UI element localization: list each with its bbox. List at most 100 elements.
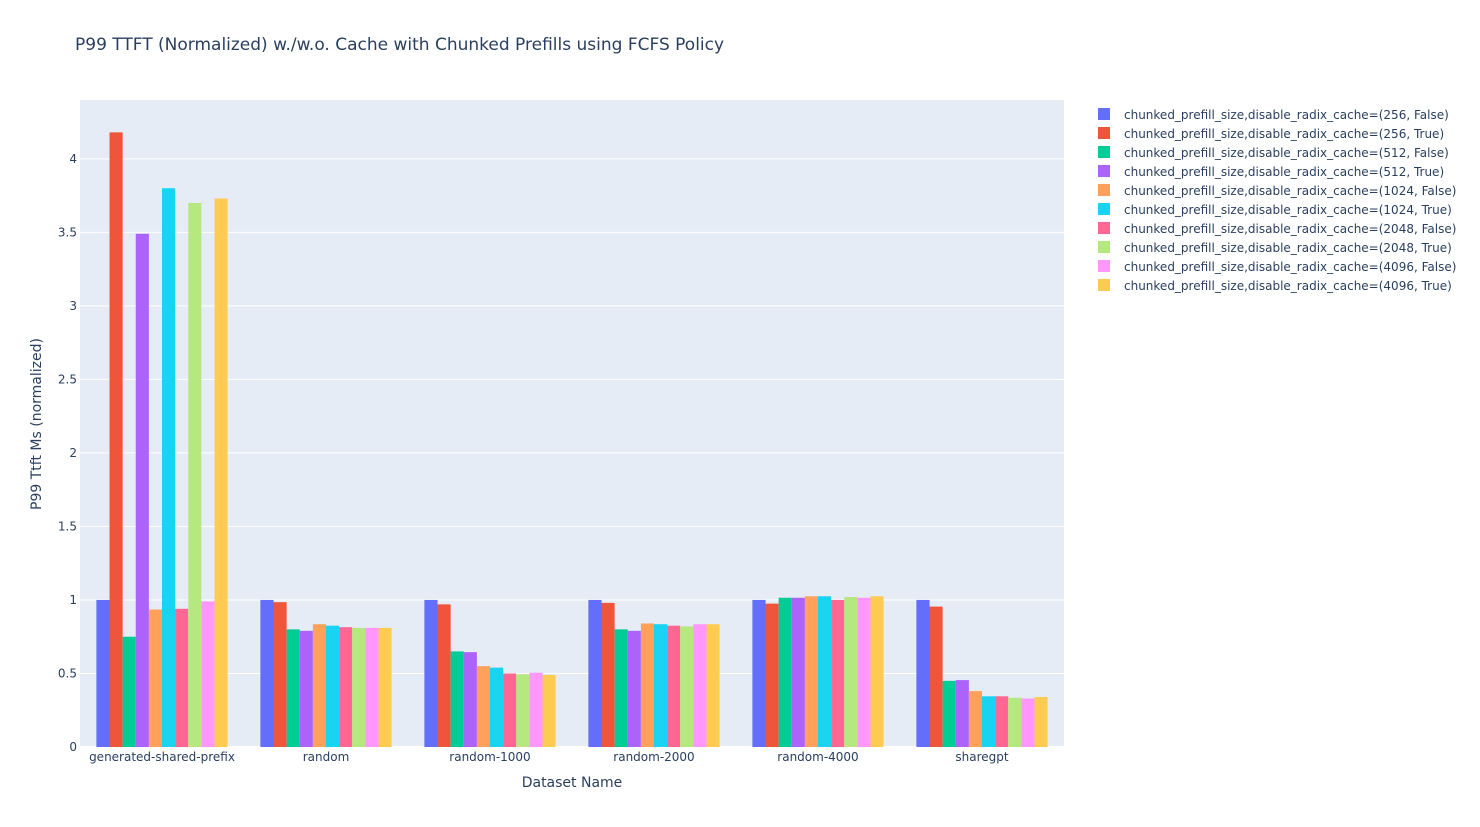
bar[interactable] xyxy=(542,674,556,747)
bar[interactable] xyxy=(503,673,517,747)
bar[interactable] xyxy=(968,691,982,747)
bar[interactable] xyxy=(312,624,326,747)
bars-group xyxy=(96,132,1048,748)
legend-swatch xyxy=(1098,165,1110,177)
bar[interactable] xyxy=(870,596,884,747)
x-axis-ticks: generated-shared-prefix random random-1000… xyxy=(89,750,1009,764)
legend-swatch xyxy=(1098,241,1110,253)
legend-item[interactable]: chunked_prefill_size,disable_radix_cache… xyxy=(1098,260,1456,274)
legend-label: chunked_prefill_size,disable_radix_cache… xyxy=(1124,165,1444,179)
bar[interactable] xyxy=(122,636,136,747)
x-tick-label: random xyxy=(303,750,350,764)
legend-label: chunked_prefill_size,disable_radix_cache… xyxy=(1124,222,1456,236)
bar[interactable] xyxy=(588,599,602,747)
bar[interactable] xyxy=(982,696,996,747)
legend[interactable]: chunked_prefill_size,disable_radix_cache… xyxy=(1098,108,1456,293)
legend-item[interactable]: chunked_prefill_size,disable_radix_cache… xyxy=(1098,108,1449,122)
bar[interactable] xyxy=(916,599,930,747)
legend-item[interactable]: chunked_prefill_size,disable_radix_cache… xyxy=(1098,165,1444,179)
bar[interactable] xyxy=(378,627,392,747)
bar[interactable] xyxy=(339,627,353,747)
bar[interactable] xyxy=(706,624,720,747)
legend-item[interactable]: chunked_prefill_size,disable_radix_cache… xyxy=(1098,241,1452,255)
bar[interactable] xyxy=(326,625,340,747)
bar[interactable] xyxy=(175,608,189,747)
legend-item[interactable]: chunked_prefill_size,disable_radix_cache… xyxy=(1098,184,1456,198)
legend-item[interactable]: chunked_prefill_size,disable_radix_cache… xyxy=(1098,203,1452,217)
bar[interactable] xyxy=(352,627,366,747)
bar[interactable] xyxy=(765,603,779,747)
bar[interactable] xyxy=(490,667,504,747)
bar[interactable] xyxy=(667,625,681,747)
legend-swatch xyxy=(1098,203,1110,215)
bar[interactable] xyxy=(831,599,845,747)
y-tick-label: 2 xyxy=(69,446,77,460)
y-tick-label: 4 xyxy=(69,152,77,166)
bar[interactable] xyxy=(135,233,149,747)
bar[interactable] xyxy=(818,596,832,747)
legend-item[interactable]: chunked_prefill_size,disable_radix_cache… xyxy=(1098,127,1444,141)
bar[interactable] xyxy=(614,629,628,747)
bar[interactable] xyxy=(365,627,379,747)
y-tick-label: 3 xyxy=(69,299,77,313)
legend-label: chunked_prefill_size,disable_radix_cache… xyxy=(1124,184,1456,198)
legend-item[interactable]: chunked_prefill_size,disable_radix_cache… xyxy=(1098,146,1449,160)
bar[interactable] xyxy=(995,696,1009,747)
bar[interactable] xyxy=(752,599,766,747)
bar[interactable] xyxy=(1034,697,1048,747)
y-tick-label: 2.5 xyxy=(58,372,77,386)
bar[interactable] xyxy=(844,597,858,747)
bar[interactable] xyxy=(424,599,438,747)
bar[interactable] xyxy=(273,602,287,747)
bar[interactable] xyxy=(1008,697,1022,747)
bar[interactable] xyxy=(929,606,943,747)
bar[interactable] xyxy=(162,188,176,747)
bar[interactable] xyxy=(693,624,707,747)
chart-title: P99 TTFT (Normalized) w./w.o. Cache with… xyxy=(75,35,724,55)
y-axis-ticks: 0 0.5 1 1.5 2 2.5 3 3.5 4 xyxy=(58,152,77,754)
bar[interactable] xyxy=(450,651,464,747)
y-tick-label: 1 xyxy=(69,593,77,607)
bar[interactable] xyxy=(654,624,668,747)
bar[interactable] xyxy=(96,599,110,747)
y-tick-label: 0.5 xyxy=(58,666,77,680)
bar[interactable] xyxy=(463,652,477,747)
bar[interactable] xyxy=(857,597,871,747)
bar[interactable] xyxy=(437,604,451,747)
bar[interactable] xyxy=(214,198,228,748)
legend-label: chunked_prefill_size,disable_radix_cache… xyxy=(1124,127,1444,141)
bar[interactable] xyxy=(601,602,615,747)
bar[interactable] xyxy=(804,596,818,747)
x-tick-label: random-1000 xyxy=(449,750,530,764)
bar[interactable] xyxy=(640,623,654,747)
bar[interactable] xyxy=(942,680,956,747)
y-tick-label: 1.5 xyxy=(58,519,77,533)
legend-label: chunked_prefill_size,disable_radix_cache… xyxy=(1124,203,1452,217)
bar[interactable] xyxy=(955,680,969,747)
legend-label: chunked_prefill_size,disable_radix_cache… xyxy=(1124,279,1452,293)
bar[interactable] xyxy=(476,666,490,747)
y-tick-label: 0 xyxy=(69,740,77,754)
bar[interactable] xyxy=(109,132,123,748)
bar[interactable] xyxy=(260,599,274,747)
legend-label: chunked_prefill_size,disable_radix_cache… xyxy=(1124,241,1452,255)
legend-item[interactable]: chunked_prefill_size,disable_radix_cache… xyxy=(1098,279,1452,293)
bar[interactable] xyxy=(1021,698,1035,747)
legend-item[interactable]: chunked_prefill_size,disable_radix_cache… xyxy=(1098,222,1456,236)
bar[interactable] xyxy=(188,202,202,747)
plot-area xyxy=(80,100,1064,747)
legend-swatch xyxy=(1098,146,1110,158)
legend-label: chunked_prefill_size,disable_radix_cache… xyxy=(1124,108,1449,122)
bar[interactable] xyxy=(201,601,215,747)
y-tick-label: 3.5 xyxy=(58,225,77,239)
bar[interactable] xyxy=(791,597,805,747)
bar[interactable] xyxy=(529,672,543,747)
bar[interactable] xyxy=(286,629,300,747)
bar[interactable] xyxy=(778,597,792,747)
bar[interactable] xyxy=(299,630,313,747)
x-tick-label: sharegpt xyxy=(955,750,1008,764)
bar[interactable] xyxy=(148,609,162,747)
bar[interactable] xyxy=(627,630,641,747)
bar[interactable] xyxy=(680,626,694,747)
bar[interactable] xyxy=(516,674,530,747)
